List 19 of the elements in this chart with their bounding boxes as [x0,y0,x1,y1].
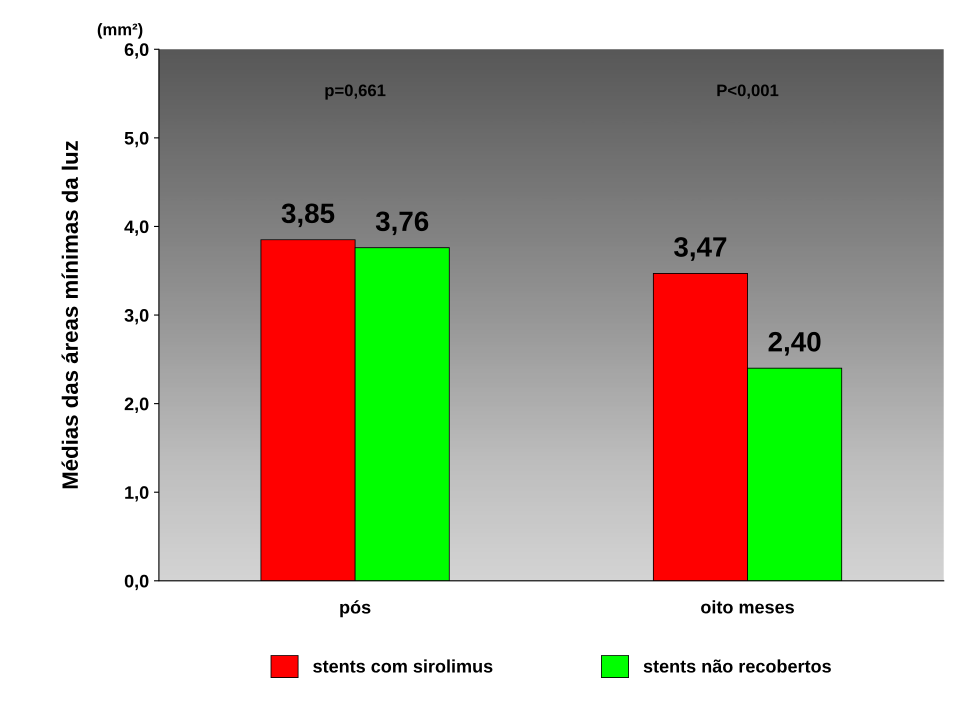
x-tick-label: pós [340,600,370,618]
y-tick-label: 5,0 [124,132,148,148]
y-tick-label: 2,0 [124,398,148,413]
y-tick-label: 1,0 [125,486,148,502]
data-label: 3,47 [674,237,726,261]
data-label: 2,40 [768,332,821,356]
text: (mm²) [98,23,142,39]
y-tick-label: 6,0 [124,43,148,59]
legend-label: stents não recobertos [644,659,831,673]
y-axis-title: Médias das áreas mínimas da luz [62,141,78,488]
legend-label: stents com sirolimus [313,659,492,673]
annotation: p=0,661 [325,84,386,100]
data-label: 3,85 [282,203,334,228]
annotation: P<0,001 [717,84,778,99]
y-tick-label: 3,0 [124,308,148,324]
data-label: 3,76 [376,211,428,236]
y-tick-label: 0,0 [124,574,148,590]
x-tick-label: oito meses [701,600,794,614]
y-tick-label: 4,0 [124,220,148,236]
